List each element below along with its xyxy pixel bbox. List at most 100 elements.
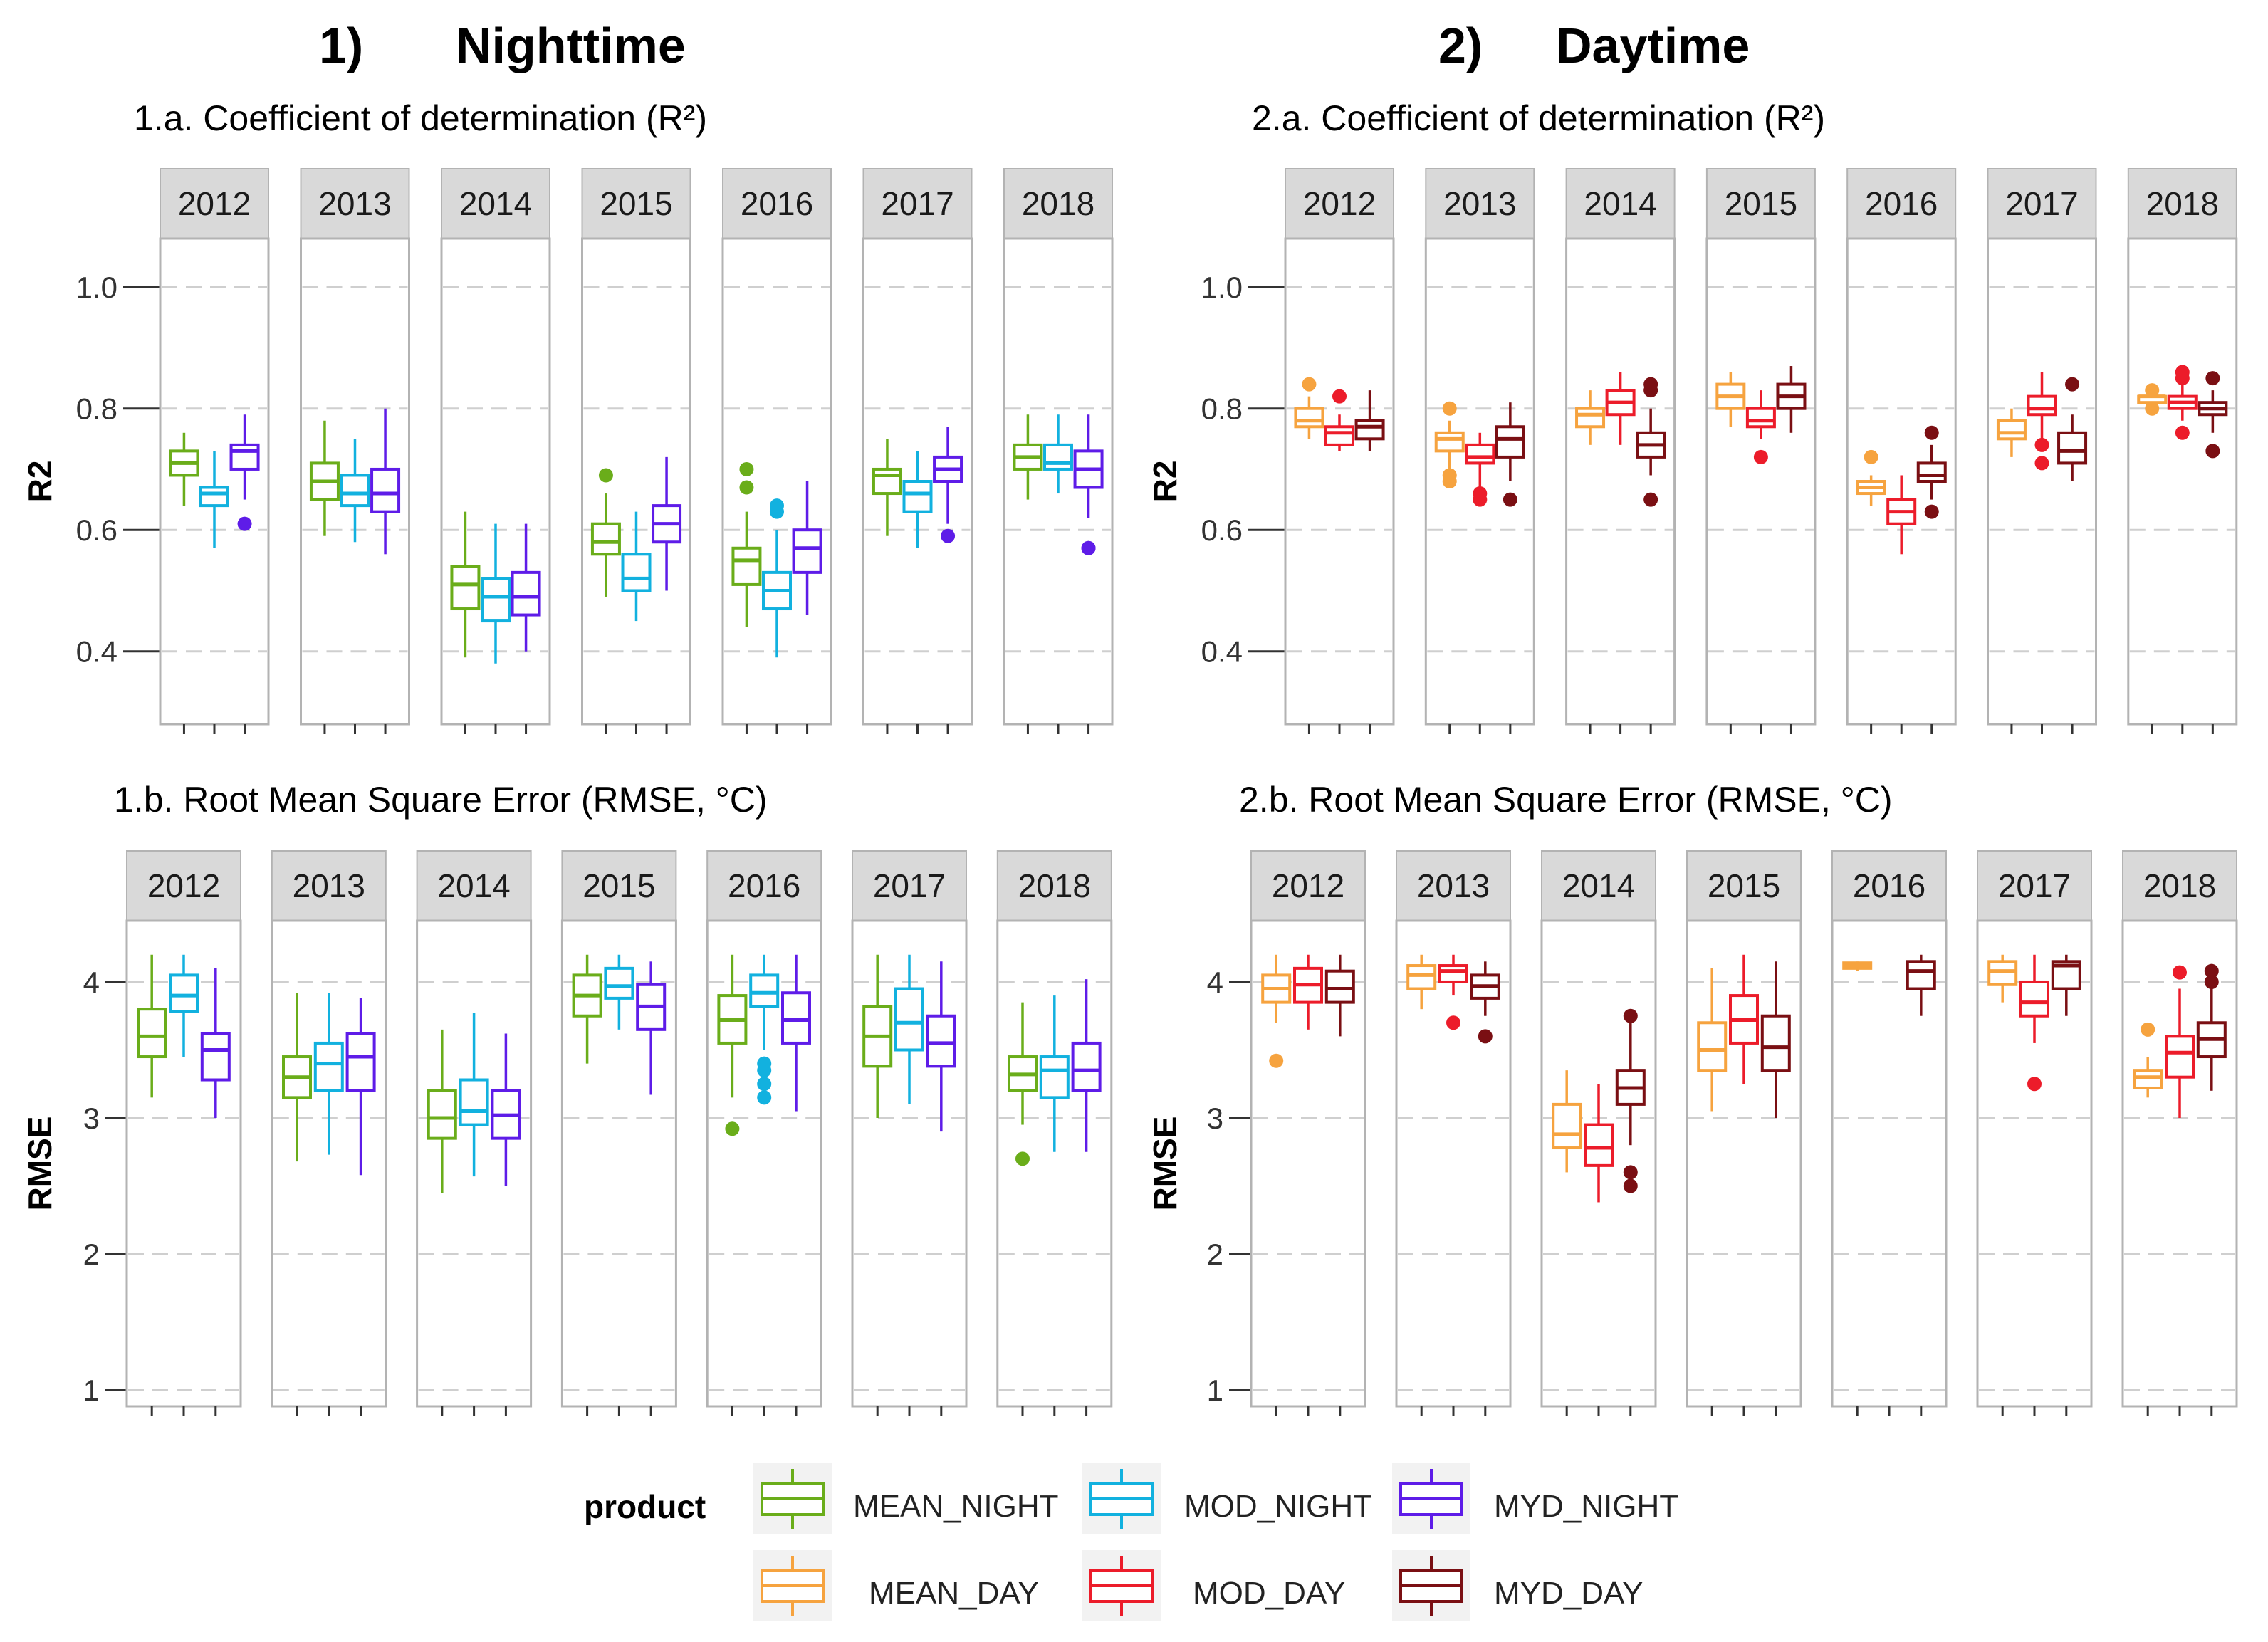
facet-strip-label: 2013 [1417, 867, 1490, 904]
facet-strip [2127, 168, 2237, 239]
outlier-point [941, 528, 956, 543]
box-iqr [1071, 1041, 1102, 1092]
box-iqr [1916, 461, 1947, 483]
facet-2014: 2014 [416, 850, 533, 1416]
facet-2013: 2013 [300, 168, 410, 734]
outlier-point [1643, 377, 1658, 392]
facet-2012: 2012 [125, 850, 242, 1416]
facet-2018: 2018 [1003, 168, 1114, 734]
box-iqr [792, 528, 822, 574]
facet-2014: 2014 [1540, 850, 1657, 1416]
box-iqr [1324, 969, 1355, 1004]
box-mod-night [1039, 995, 1070, 1152]
outlier-point [2204, 974, 2219, 989]
facet-2013: 2013 [271, 850, 387, 1416]
y-axis-title: R2 [21, 461, 58, 503]
box-mean-day [1294, 377, 1324, 439]
box-mod-night [481, 523, 511, 664]
box-iqr [1495, 425, 1525, 459]
outlier-point [1442, 401, 1457, 416]
panel-title-night-r2: 1.a. Coefficient of determination (R²) [134, 98, 707, 138]
facet-strip-label: 2013 [1443, 185, 1516, 222]
facet-strip [1003, 168, 1113, 239]
facet-strip-label: 2014 [437, 867, 510, 904]
outlier-point [2034, 437, 2049, 452]
facet-strip-label: 2018 [1022, 185, 1094, 222]
facet-strip-label: 2014 [1562, 867, 1635, 904]
facet-2018: 2018 [2127, 168, 2238, 734]
facet-strip [1846, 168, 1957, 239]
outlier-point [2034, 456, 2049, 471]
box-iqr [1760, 1014, 1791, 1072]
outlier-point [2205, 371, 2220, 386]
legend: product MEAN_NIGHT MOD_NIGHT MYD_NIGHT M… [584, 1463, 1678, 1621]
facet-2015: 2015 [1686, 850, 1802, 1416]
legend-key-myd-night [1392, 1463, 1470, 1534]
facet-strip-label: 2012 [1303, 185, 1376, 222]
box-mean-day [1842, 961, 1873, 971]
facet-2012: 2012 [1250, 850, 1366, 1416]
outlier-point [1442, 468, 1457, 483]
facet-strip-label: 2017 [2005, 185, 2078, 222]
facet-strip [561, 850, 677, 921]
facet-2015: 2015 [581, 168, 691, 734]
box-iqr [902, 480, 933, 513]
box-iqr [169, 973, 199, 1013]
facet-strip [1686, 850, 1802, 921]
outlier-point [2141, 1022, 2155, 1037]
facet-strip [416, 850, 532, 921]
box-mean-day [1552, 1070, 1582, 1173]
facet-panel [1565, 237, 1676, 726]
facet-strip [1565, 168, 1676, 239]
box-iqr [781, 991, 811, 1045]
outlier-point [770, 498, 784, 513]
box-mean-day [1715, 372, 1746, 427]
facet-strip [1541, 850, 1656, 921]
outlier-point [1478, 1029, 1493, 1044]
outlier-point [1473, 486, 1488, 501]
box-iqr [459, 1078, 489, 1126]
y-tick-label: 0.6 [1201, 513, 1243, 547]
box-myd-night [345, 998, 376, 1176]
box-mod-night [762, 498, 792, 658]
facet-panel [1987, 237, 2097, 726]
facet-panel [581, 237, 691, 726]
facet-strip-label: 2016 [741, 185, 813, 222]
facet-panel [996, 919, 1113, 1408]
box-iqr [2019, 980, 2049, 1018]
outlier-point [757, 1090, 772, 1105]
outlier-point [237, 516, 252, 531]
facet-2013: 2013 [1395, 850, 1512, 1416]
facet-2017: 2017 [851, 850, 968, 1416]
box-iqr [1996, 419, 2027, 441]
legend-key-myd-day [1392, 1550, 1470, 1621]
facet-2015: 2015 [560, 850, 677, 1416]
box-mod-day [1729, 954, 1759, 1084]
box-myd-day [1324, 954, 1355, 1037]
box-mean-day [1434, 401, 1465, 488]
facet-strip-label: 2016 [1853, 867, 1925, 904]
facet-2017: 2017 [1987, 168, 2097, 734]
facet-strip [1250, 850, 1366, 921]
box-mod-night [313, 993, 344, 1155]
box-myd-day [1906, 954, 1936, 1016]
panel-title-day-rmse: 2.b. Root Mean Square Error (RMSE, °C) [1239, 780, 1893, 820]
facet-strip [706, 850, 822, 921]
y-tick-label: 0.8 [1201, 392, 1243, 426]
facet-strip [441, 168, 550, 239]
box-myd-day [1760, 961, 1791, 1119]
outlier-point [1302, 377, 1317, 392]
facet-panel [1395, 919, 1512, 1408]
box-myd-day [1636, 377, 1666, 507]
box-iqr [370, 467, 401, 513]
box-iqr [450, 565, 481, 611]
box-iqr [604, 966, 634, 1000]
box-mod-day [1745, 390, 1776, 464]
facet-strip [1396, 850, 1511, 921]
legend-label-mod-day: MOD_DAY [1193, 1576, 1345, 1611]
facet-2016: 2016 [721, 168, 832, 734]
outlier-point [739, 480, 754, 495]
box-iqr [1438, 964, 1468, 983]
outlier-point [2175, 365, 2190, 380]
facet-panel [1831, 919, 1948, 1408]
